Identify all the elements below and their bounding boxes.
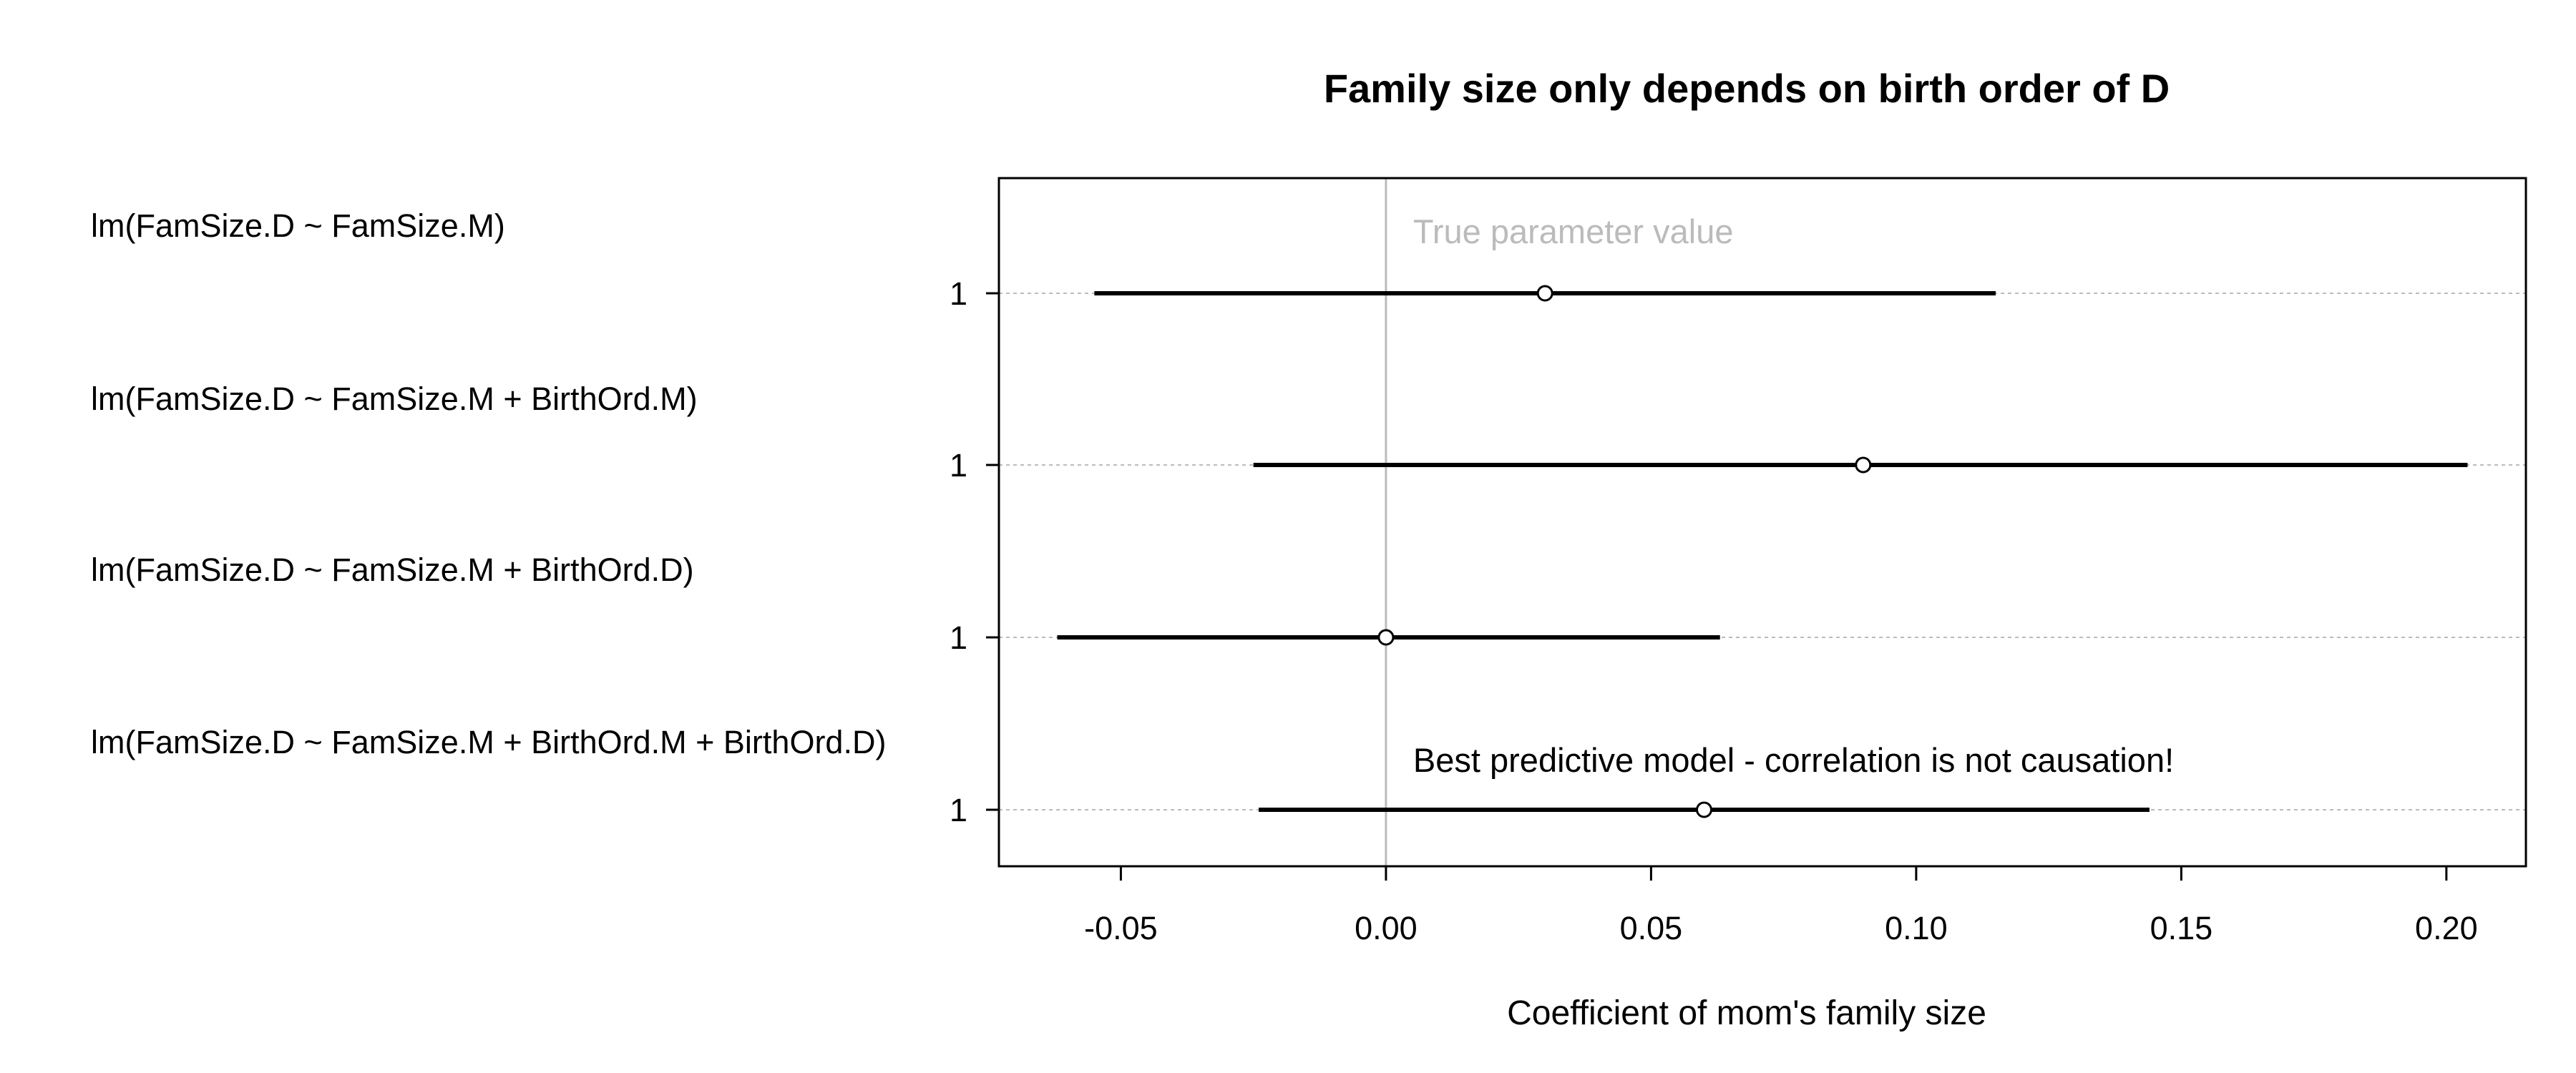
x-axis: -0.05 0.00 0.05 0.10 0.15 0.20 xyxy=(1084,866,2478,946)
confidence-intervals xyxy=(1057,291,2468,812)
y-tick-label-row-2: 1 xyxy=(950,447,967,484)
y-axis-labels: lm(FamSize.D ~ FamSize.M) 1 lm(FamSize.D ~… xyxy=(91,207,999,828)
reference-line-group: True parameter value xyxy=(1385,178,1734,866)
estimate-point-row-4 xyxy=(1695,801,1712,818)
x-axis-label: Coefficient of mom's family size xyxy=(1507,994,1986,1032)
x-tick-label-3: 0.05 xyxy=(1620,910,1683,946)
annotations: Best predictive model - correlation is n… xyxy=(1413,741,2174,779)
y-tick-label-row-4: 1 xyxy=(950,792,967,828)
annotation-1: Best predictive model - correlation is n… xyxy=(1413,741,2174,779)
chart-title: Family size only depends on birth order … xyxy=(1324,66,2170,111)
estimate-point-row-2 xyxy=(1855,456,1872,474)
reference-line-label: True parameter value xyxy=(1413,212,1734,250)
x-tick-label-6: 0.20 xyxy=(2415,910,2478,946)
plot-frame xyxy=(997,177,2527,868)
point-estimates xyxy=(1377,285,1872,818)
model-label-row-4: lm(FamSize.D ~ FamSize.M + BirthOrd.M + … xyxy=(91,724,886,760)
estimate-point-row-1 xyxy=(1536,285,1553,302)
estimate-point-row-3 xyxy=(1377,629,1395,646)
x-tick-label-1: -0.05 xyxy=(1084,910,1158,946)
y-tick-label-row-1: 1 xyxy=(950,275,967,312)
x-tick-label-5: 0.15 xyxy=(2150,910,2213,946)
row-gridlines xyxy=(999,293,2526,810)
x-tick-label-2: 0.00 xyxy=(1355,910,1418,946)
model-label-row-1: lm(FamSize.D ~ FamSize.M) xyxy=(91,207,505,244)
y-tick-label-row-3: 1 xyxy=(950,619,967,656)
model-label-row-3: lm(FamSize.D ~ FamSize.M + BirthOrd.D) xyxy=(91,552,694,588)
x-tick-label-4: 0.10 xyxy=(1885,910,1948,946)
model-label-row-2: lm(FamSize.D ~ FamSize.M + BirthOrd.M) xyxy=(91,381,698,417)
